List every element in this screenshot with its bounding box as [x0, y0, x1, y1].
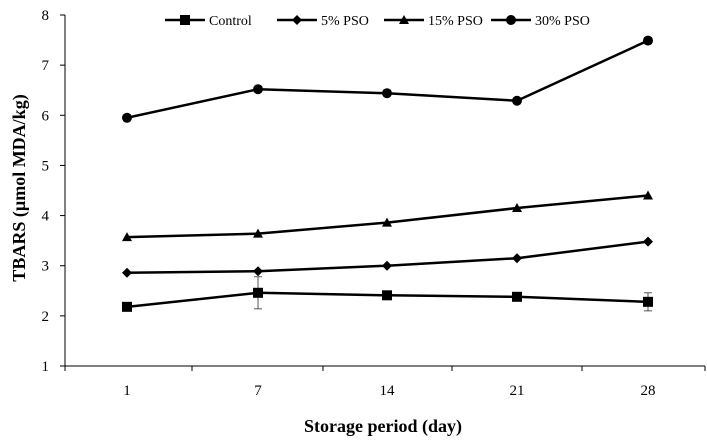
- data-point: [643, 296, 653, 307]
- y-tick-label: 6: [42, 108, 50, 124]
- data-point: [643, 190, 653, 200]
- data-point: [643, 35, 653, 46]
- legend-marker: [399, 15, 409, 24]
- legend-marker: [506, 15, 516, 25]
- axes: 1 2 3 4 5 6 7 8 1 7 14 21 28: [42, 8, 706, 399]
- series-2: [122, 236, 653, 278]
- legend-label: 5% PSO: [321, 14, 369, 29]
- y-tick-label: 7: [42, 58, 50, 74]
- data-point: [512, 291, 522, 302]
- data-point: [382, 290, 392, 301]
- legend: Control 5% PSO 15% PSO 30% PSO: [165, 14, 590, 29]
- x-tick-label: 21: [510, 383, 525, 399]
- legend-item: 30% PSO: [491, 14, 590, 29]
- plot-area: [122, 35, 653, 312]
- x-tick-label: 28: [641, 383, 656, 399]
- data-point: [382, 260, 392, 271]
- data-point: [122, 267, 132, 278]
- data-point: [512, 253, 522, 264]
- y-axis-title: TBARS (µmol MDA/kg): [9, 94, 30, 281]
- legend-item: Control: [165, 14, 252, 29]
- legend-label: 30% PSO: [535, 14, 590, 29]
- series-3: [122, 190, 653, 242]
- series-1: [122, 276, 653, 312]
- x-tick-label: 7: [254, 383, 262, 399]
- data-point: [512, 203, 522, 213]
- legend-item: 15% PSO: [384, 14, 483, 29]
- data-point: [253, 228, 263, 238]
- data-point: [253, 287, 263, 298]
- y-tick-label: 4: [42, 209, 50, 225]
- legend-label: 15% PSO: [428, 14, 483, 29]
- data-point: [122, 112, 132, 123]
- y-tick-label: 5: [42, 158, 50, 174]
- legend-item: 5% PSO: [277, 14, 369, 29]
- data-point: [122, 232, 132, 242]
- series-line: [126, 194, 649, 239]
- x-axis-title: Storage period (day): [304, 416, 462, 437]
- series-line: [126, 39, 649, 120]
- data-point: [382, 88, 392, 99]
- data-point: [122, 301, 132, 312]
- data-point: [253, 84, 263, 95]
- series-4: [122, 35, 653, 123]
- legend-label: Control: [209, 14, 252, 29]
- x-tick-label: 14: [380, 383, 396, 399]
- data-point: [643, 236, 653, 247]
- y-tick-label: 2: [42, 309, 50, 325]
- data-point: [512, 95, 522, 106]
- y-tick-label: 8: [42, 8, 50, 24]
- y-tick-label: 3: [42, 259, 50, 275]
- data-point: [382, 217, 392, 227]
- legend-marker: [292, 15, 302, 25]
- data-point: [253, 266, 263, 277]
- x-tick-label: 1: [123, 383, 131, 399]
- legend-marker: [180, 15, 190, 25]
- y-tick-label: 1: [42, 359, 50, 375]
